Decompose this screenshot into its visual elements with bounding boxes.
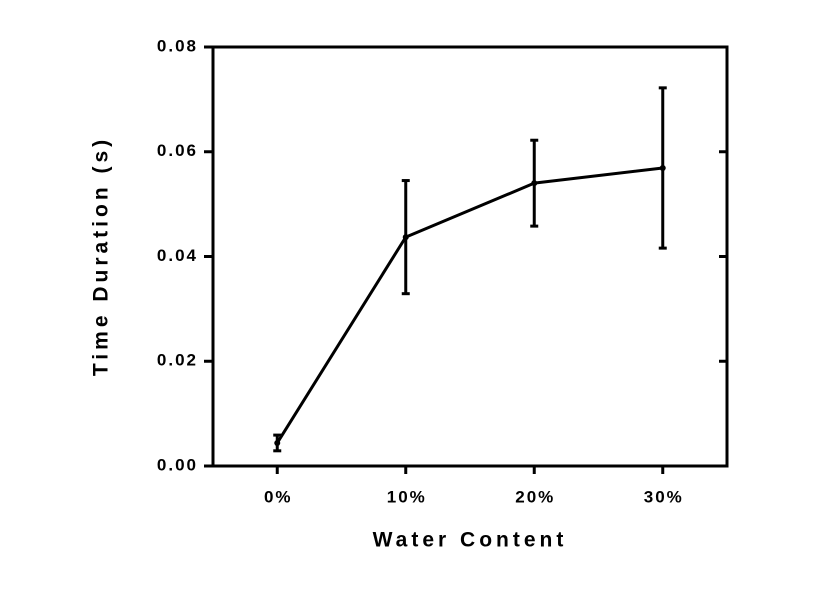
y-tick-label: 0.06 bbox=[157, 141, 198, 160]
x-tick-label: 0% bbox=[264, 487, 293, 506]
x-axis-label: Water Content bbox=[373, 529, 568, 552]
y-tick-label: 0.00 bbox=[157, 455, 198, 474]
x-tick-label: 10% bbox=[387, 487, 427, 506]
point bbox=[531, 180, 538, 187]
y-tick-label: 0.08 bbox=[157, 36, 198, 55]
point bbox=[402, 234, 409, 241]
point bbox=[659, 164, 666, 171]
x-tick-label: 30% bbox=[644, 487, 684, 506]
point bbox=[274, 439, 281, 446]
x-tick-label: 20% bbox=[515, 487, 555, 506]
y-tick-label: 0.04 bbox=[157, 246, 198, 265]
y-axis-label: Time Duration (s) bbox=[90, 136, 113, 376]
plot-frame bbox=[211, 45, 729, 468]
series-line bbox=[275, 166, 663, 444]
y-tick-label: 0.02 bbox=[157, 351, 198, 370]
